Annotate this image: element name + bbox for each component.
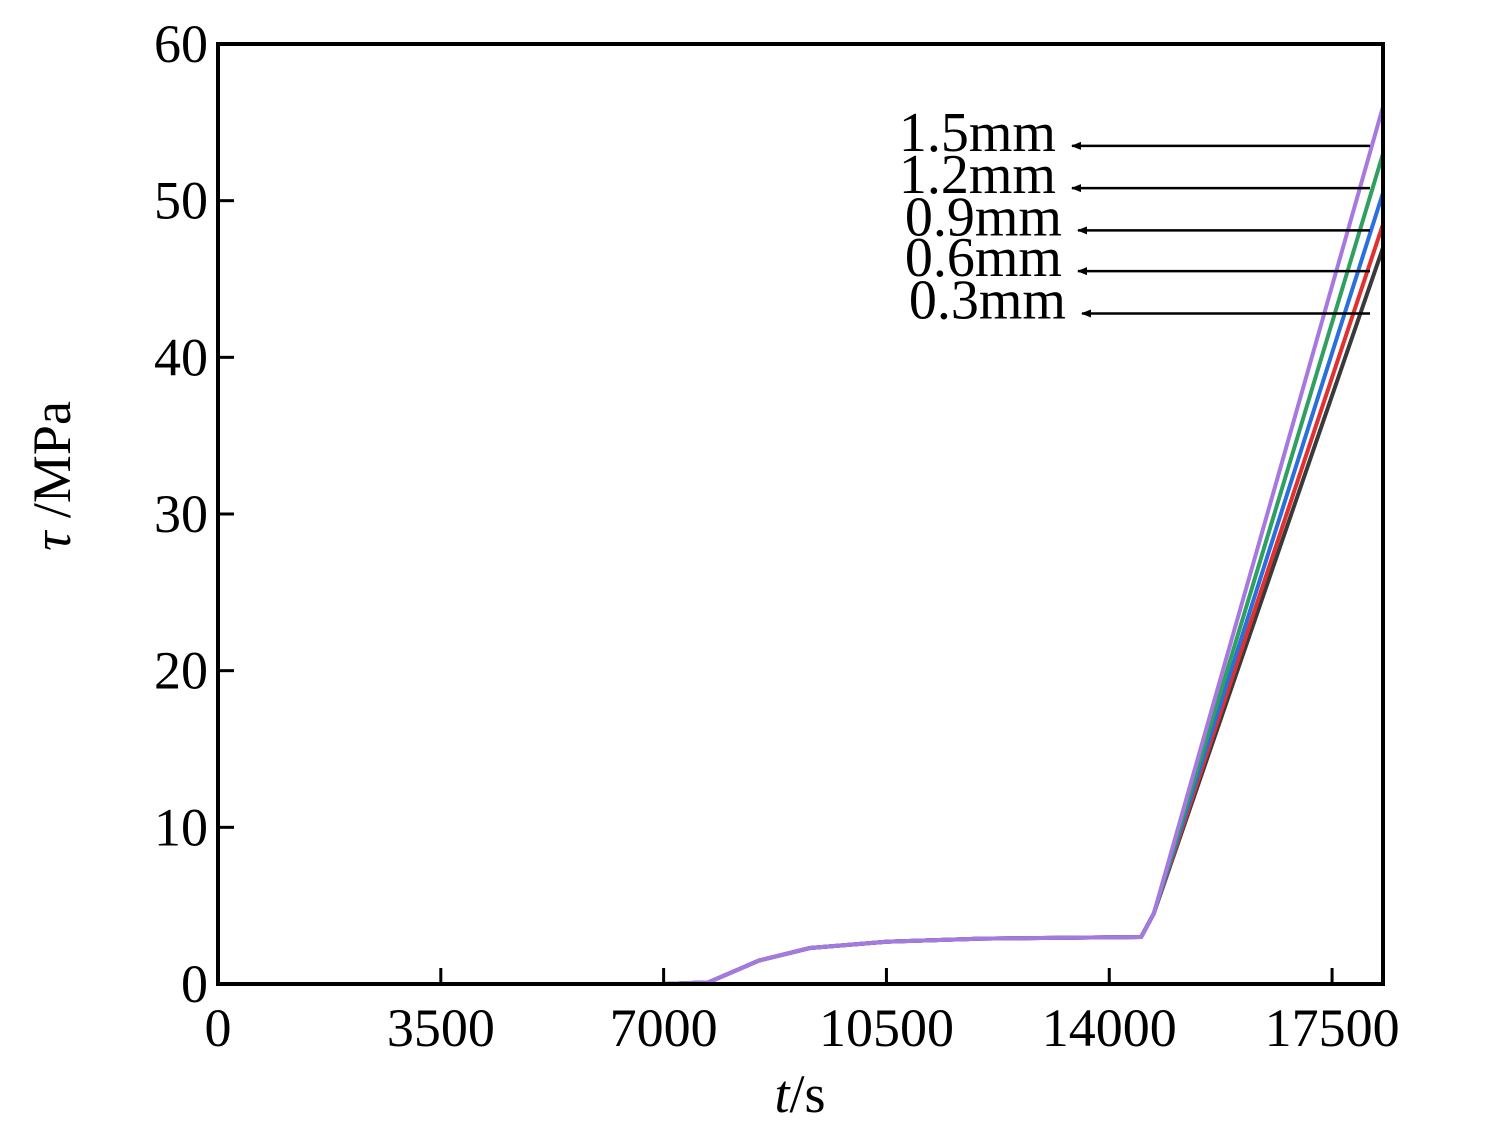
y-tick-label: 60 [154,14,208,74]
series-annotation-label: 0.6mm [905,227,1062,289]
y-tick-label: 20 [154,641,208,701]
series-line-0-3mm [218,247,1385,986]
series-annotation-label: 1.2mm [899,144,1056,206]
x-tick-label: 10500 [819,998,954,1058]
y-tick-label: 40 [154,327,208,387]
x-tick-label: 3500 [387,998,495,1058]
y-tick-label: 10 [154,797,208,857]
x-tick-label: 17500 [1265,998,1400,1058]
series-line-1-2mm [218,153,1385,986]
x-tick-label: 7000 [610,998,718,1058]
x-tick-label: 0 [205,998,232,1058]
series-line-0-9mm [218,192,1385,986]
y-axis-label: τ /MPa [22,401,82,551]
x-axis-label-unit: /s [789,1064,825,1124]
series-line-1-5mm [218,106,1385,986]
x-axis-label-symbol: t [774,1064,791,1124]
ticks-layer: 0 3500 7000 10500 14000 17500 0 10 20 30 40 50 60 [154,14,1400,1058]
series-annotation-label: 0.3mm [909,269,1066,331]
y-tick-label: 50 [154,171,208,231]
series-annotation-label: 1.5mm [899,102,1056,164]
series-line-0-6mm [218,223,1385,986]
y-tick-label: 0 [181,954,208,1014]
x-tick-label: 14000 [1042,998,1177,1058]
plot-frame [216,42,1385,986]
y-tick-label: 30 [154,484,208,544]
series-layer [218,106,1385,986]
y-axis-label-symbol: τ [22,530,82,551]
y-axis-label-unit: /MPa [22,401,82,532]
x-axis-label: t/s [774,1064,825,1124]
series-annotation-label: 0.9mm [905,186,1062,248]
